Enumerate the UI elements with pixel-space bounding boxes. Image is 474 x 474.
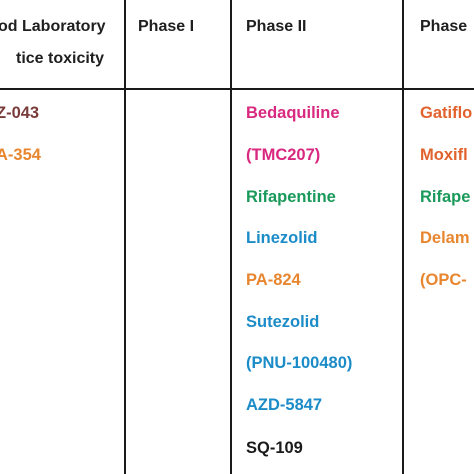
header-phase-1: Phase I [138,18,195,35]
header-phase-3: Phase [420,18,468,35]
phase2-drug-pa824: PA-824 [246,271,301,289]
column-divider-2 [230,0,232,474]
header-preclinical-line1: od Laboratory [0,18,106,35]
phase2-drug-pnu100480: (PNU-100480) [246,354,353,372]
header-preclinical-line2: tice toxicity [16,50,105,67]
header-phase-2: Phase II [246,18,307,35]
phase3-drug-delamanid: Delam [420,229,470,247]
phase3-drug-moxifloxacin: Moxifl [420,146,468,164]
header-bottom-rule [0,88,474,90]
column-divider-3 [402,0,404,474]
phase3-drug-gatifloxacin: Gatiflo [420,104,473,122]
phase3-drug-rifapentine: Rifape [420,188,471,206]
phase2-drug-bedaquiline: Bedaquiline [246,104,340,122]
phase2-drug-rifapentine: Rifapentine [246,188,336,206]
phase2-drug-tmc207: (TMC207) [246,146,321,164]
preclinical-drug-1: Z-043 [0,104,40,122]
preclinical-drug-2: A-354 [0,146,41,164]
column-divider-1 [124,0,126,474]
phase2-drug-sutezolid: Sutezolid [246,313,320,331]
phase2-drug-sq109: SQ-109 [246,439,303,457]
phase2-drug-azd5847: AZD-5847 [246,396,323,414]
phase2-drug-linezolid: Linezolid [246,229,318,247]
phase3-drug-opc: (OPC- [420,271,467,289]
